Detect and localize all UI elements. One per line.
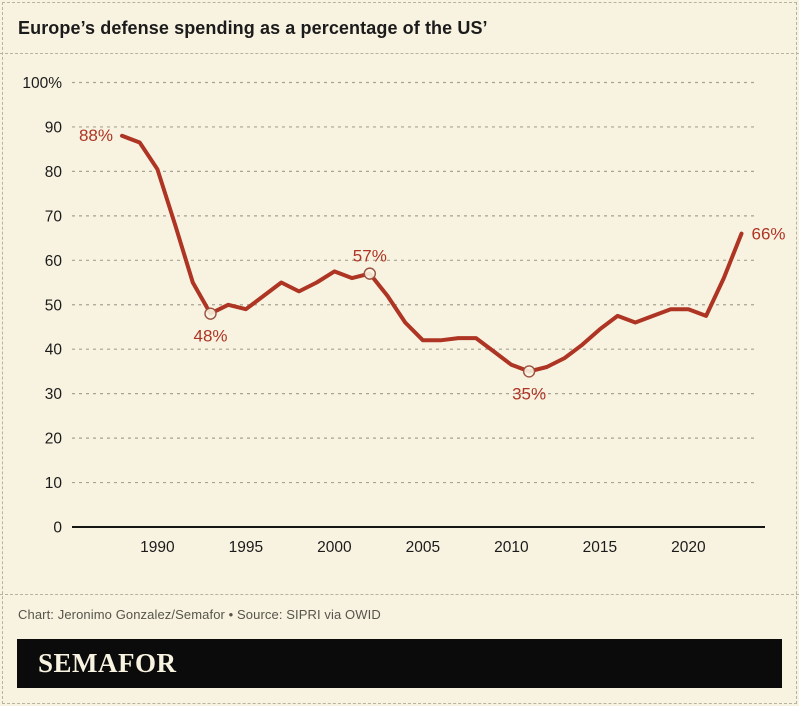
y-tick-label: 90 [45,119,63,136]
y-tick-label: 40 [45,342,63,359]
x-tick-label: 2000 [317,539,352,556]
annotation-label: 48% [193,327,227,346]
x-tick-label: 2010 [494,539,529,556]
annotation-label: 57% [353,247,387,266]
data-point-marker [204,307,217,320]
y-tick-label: 50 [45,297,63,314]
annotation-label: 66% [752,225,786,244]
x-tick-label: 1995 [229,539,263,556]
y-tick-label: 100% [22,75,62,92]
chart-header: Europe’s defense spending as a percentag… [0,0,799,54]
y-tick-label: 10 [45,475,63,492]
y-tick-label: 60 [45,253,63,270]
x-tick-label: 2005 [406,539,440,556]
x-tick-label: 2020 [671,539,706,556]
y-tick-label: 0 [53,520,62,537]
x-tick-label: 1990 [140,539,175,556]
data-point-marker [522,365,536,378]
annotation-label: 88% [79,126,113,145]
semafor-logo: SEMAFOR [38,648,177,678]
semafor-logo-bar: SEMAFOR [17,639,782,688]
chart-title: Europe’s defense spending as a percentag… [18,18,488,38]
y-tick-label: 20 [45,431,63,448]
x-tick-label: 2015 [583,539,617,556]
data-line [120,133,744,374]
credit-line: Chart: Jeronimo Gonzalez/Semafor • Sourc… [0,594,799,622]
annotation-label: 35% [512,384,546,403]
defense-spending-line-chart: 0 10 20 30 40 50 60 70 80 90 100% 1990 1995 2000 2005 2… [22,75,786,556]
y-tick-label: 30 [45,386,63,403]
y-tick-label: 70 [45,208,63,225]
data-point-marker [363,267,376,280]
y-tick-label: 80 [45,164,63,181]
